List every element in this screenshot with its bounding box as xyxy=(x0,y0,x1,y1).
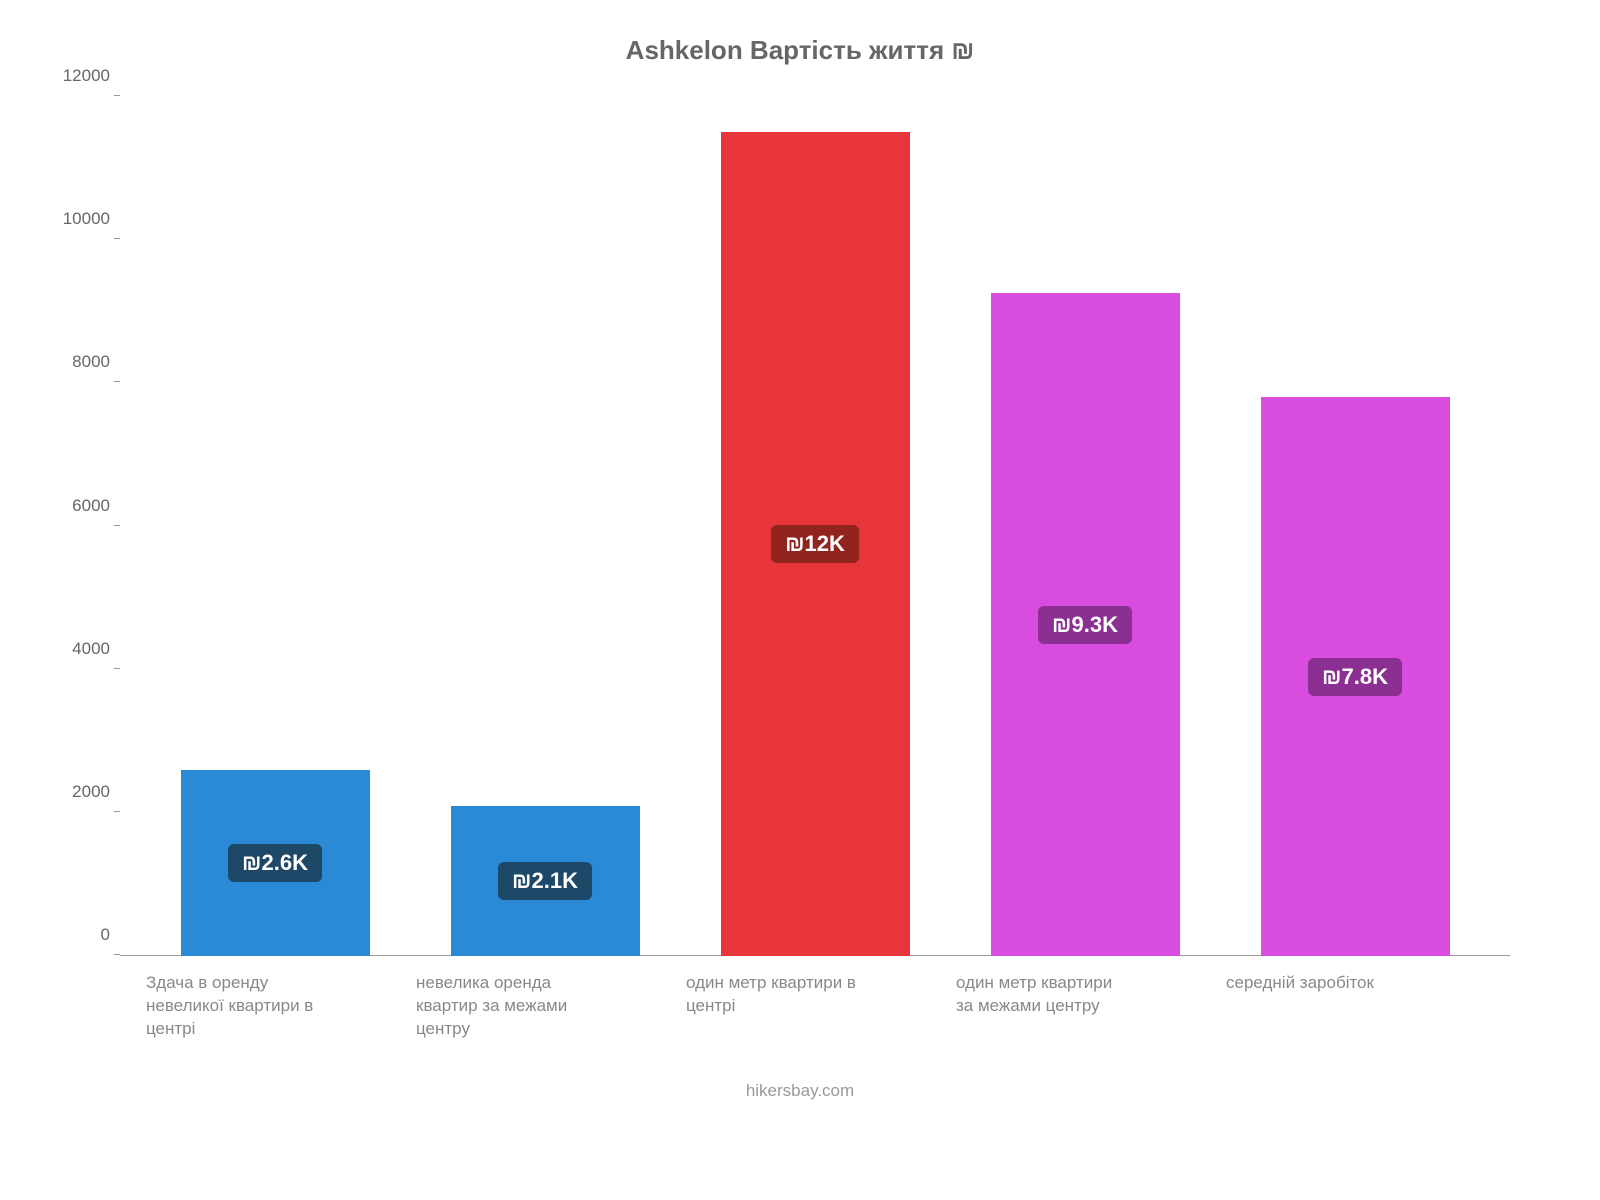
plot-area: 020004000600080001000012000 ₪2.6K₪2.1K₪1… xyxy=(120,96,1510,956)
bar-slot: ₪7.8K xyxy=(1220,96,1490,956)
value-badge: ₪9.3K xyxy=(1038,606,1132,644)
chart-title: Ashkelon Вартість життя ₪ xyxy=(50,35,1550,66)
y-tick-label: 8000 xyxy=(50,352,110,372)
bar-slot: ₪2.6K xyxy=(140,96,410,956)
y-tick-label: 0 xyxy=(50,925,110,945)
bar: ₪9.3K xyxy=(991,293,1180,956)
bar: ₪12K xyxy=(721,132,910,956)
bar-slot: ₪12K xyxy=(680,96,950,956)
bar: ₪2.1K xyxy=(451,806,640,957)
bar: ₪2.6K xyxy=(181,770,370,956)
value-badge: ₪2.1K xyxy=(498,862,592,900)
bar-slot: ₪9.3K xyxy=(950,96,1220,956)
y-tick-label: 6000 xyxy=(50,496,110,516)
value-badge: ₪12K xyxy=(771,525,859,563)
x-category-label: один метр квартири за межами центру xyxy=(956,972,1126,1018)
chart-credit: hikersbay.com xyxy=(50,1081,1550,1101)
chart-container: Ashkelon Вартість життя ₪ 0 2000 4000 6000 8… xyxy=(0,0,1600,1200)
x-category-label: середній заробіток xyxy=(1226,972,1396,995)
y-tick-label: 2000 xyxy=(50,782,110,802)
y-tick-label: 10000 xyxy=(50,209,110,229)
y-tick-label: 12000 xyxy=(50,66,110,86)
x-category-label: один метр квартири в центрі xyxy=(686,972,856,1018)
value-badge: ₪7.8K xyxy=(1308,658,1402,696)
bar: ₪7.8K xyxy=(1261,397,1450,956)
bar-slot: ₪2.1K xyxy=(410,96,680,956)
x-category-label: невелика оренда квартир за межами центру xyxy=(416,972,586,1041)
x-axis-labels: Здача в оренду невеликої квартири в цент… xyxy=(120,956,1510,1041)
value-badge: ₪2.6K xyxy=(228,844,322,882)
x-category-label: Здача в оренду невеликої квартири в цент… xyxy=(146,972,316,1041)
y-tick-label: 4000 xyxy=(50,639,110,659)
